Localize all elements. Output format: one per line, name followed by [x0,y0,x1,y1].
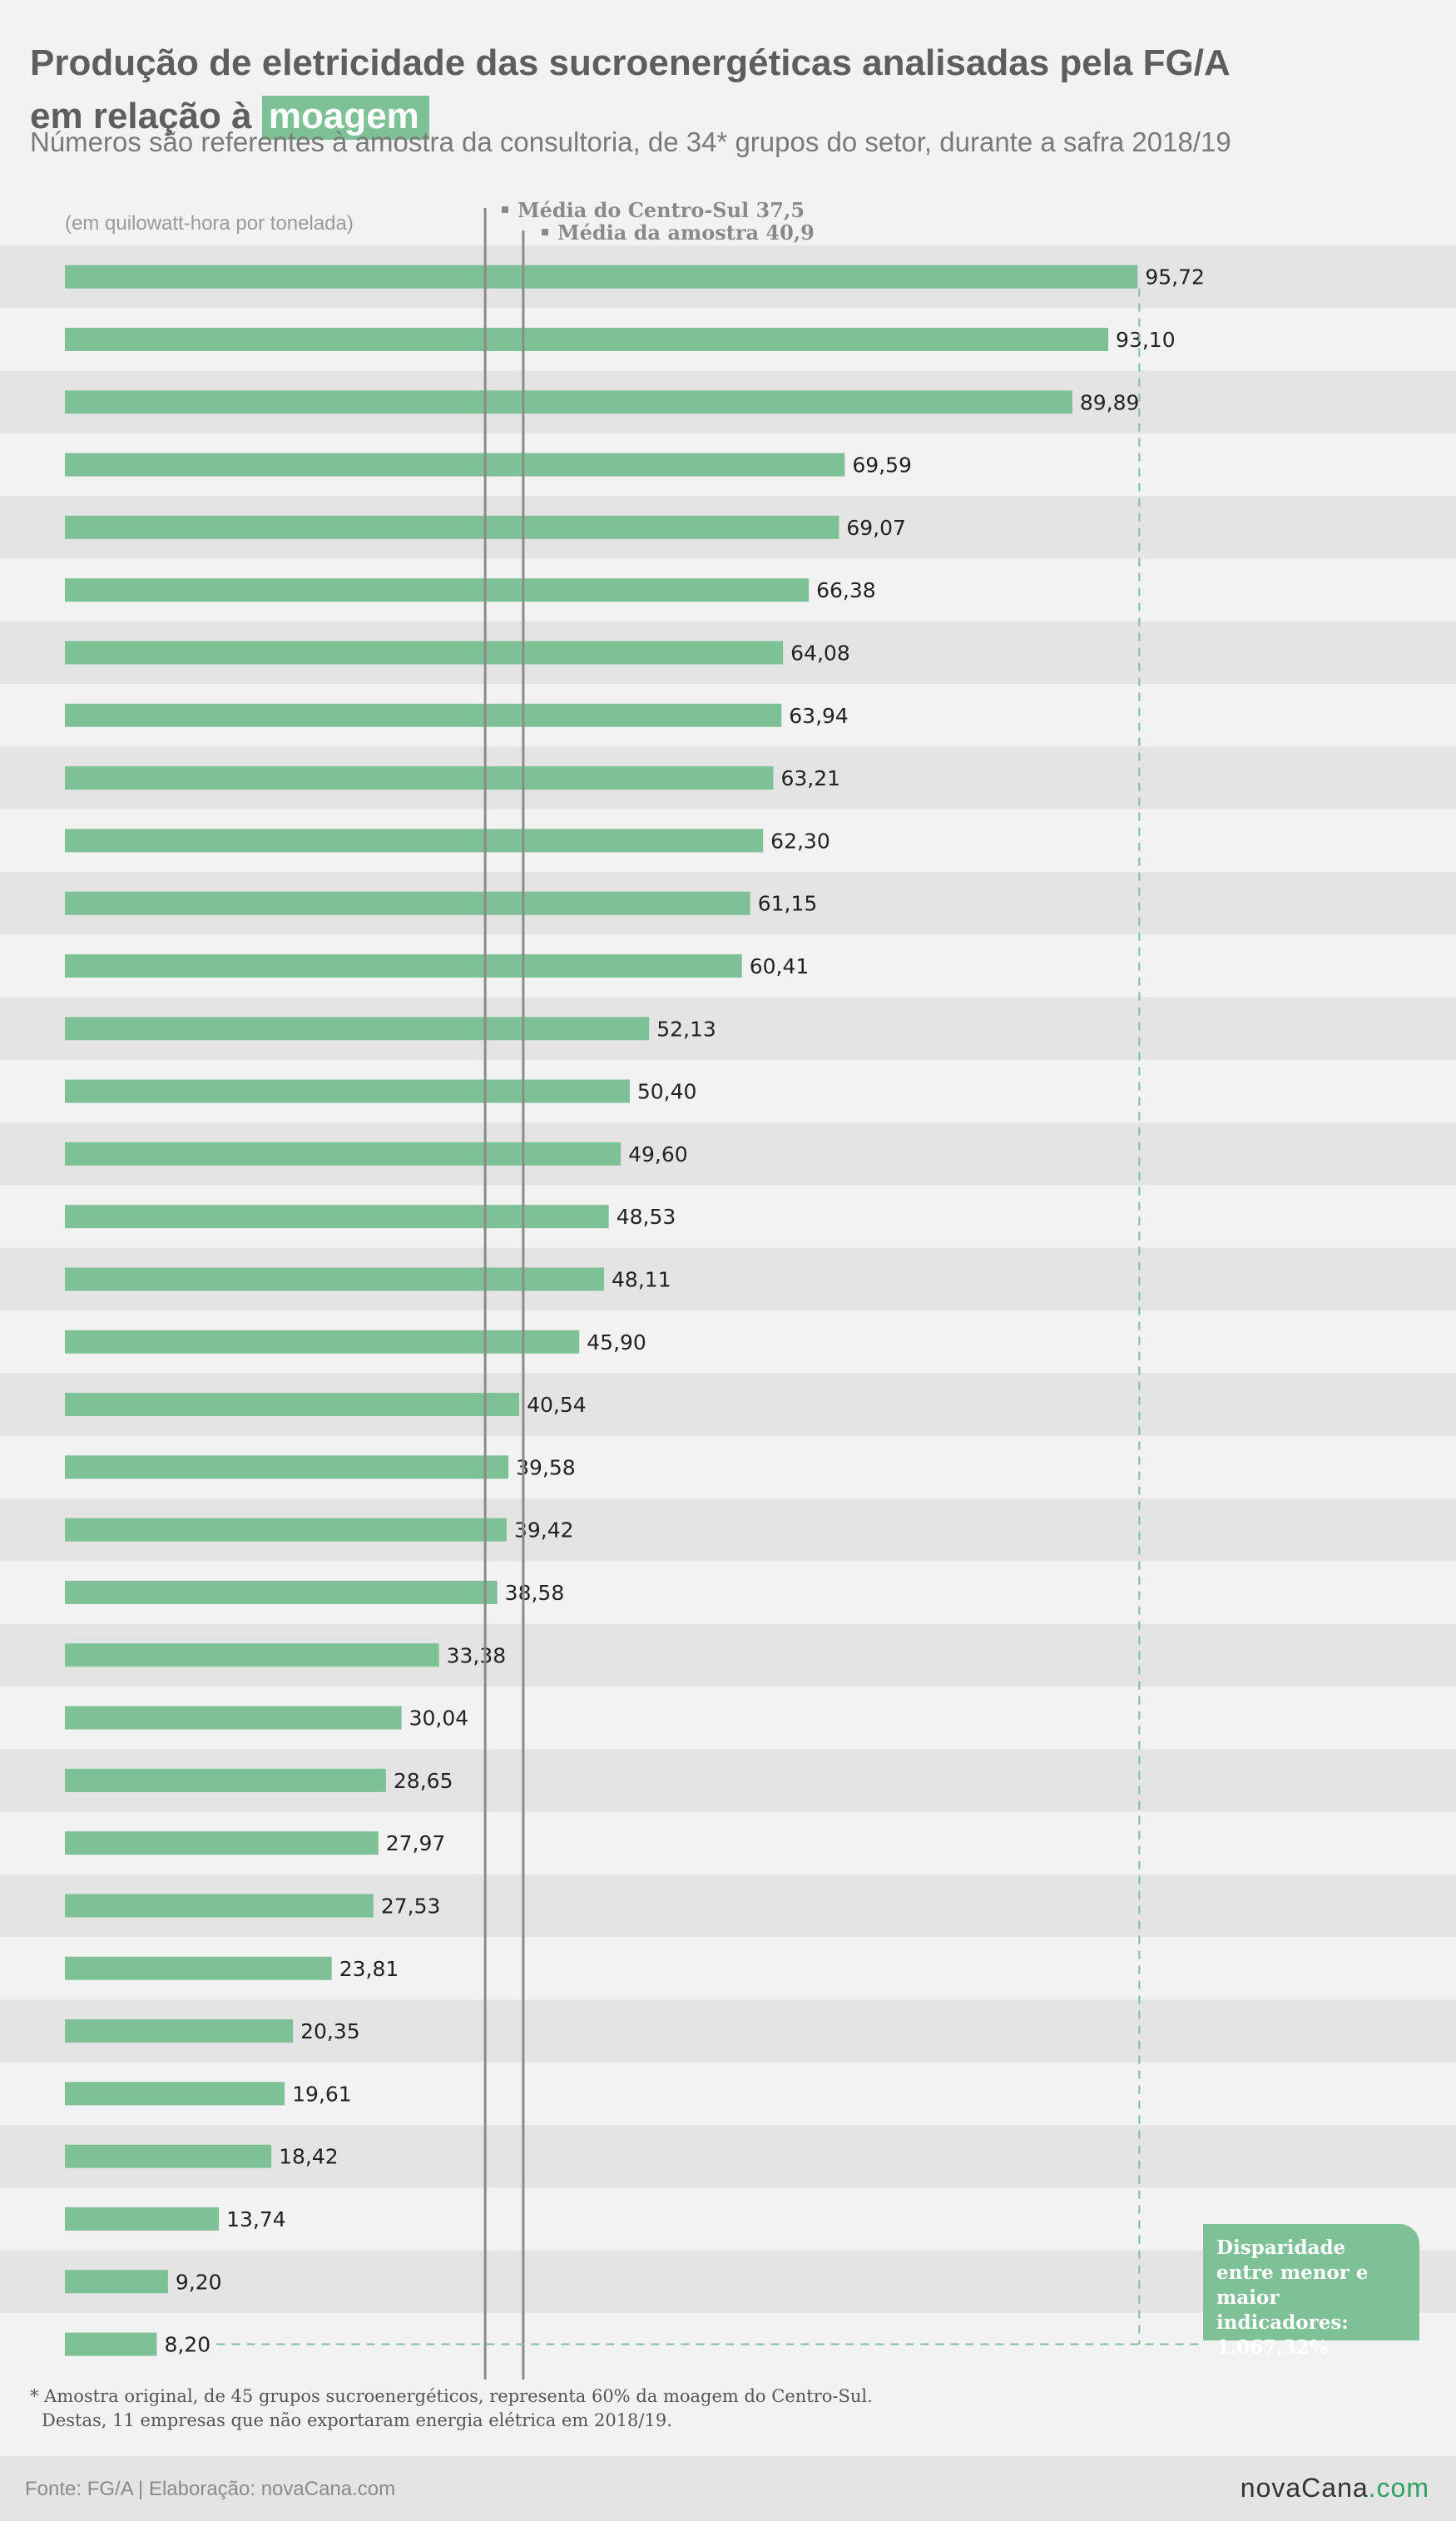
title-highlight: moagem [261,95,429,140]
bar [65,1706,402,1730]
bar-value-label: 63,21 [780,766,840,790]
bar-chart: 95,72 93,10 89,89 69,59 69,07 66,38 64,08 63,94… [0,208,1456,2380]
ref-label-amostra: Média da amostra 40,9 [557,220,815,245]
bar-value-label: 66,38 [816,578,876,602]
bar-value-label: 18,42 [279,2145,339,2169]
bar-value-label: 19,61 [292,2082,352,2106]
bar-value-label: 52,13 [656,1017,716,1041]
bar [65,1079,630,1103]
bar [65,390,1072,414]
bar-value-label: 48,53 [617,1205,676,1229]
title-prefix: em relação à [30,95,252,136]
bar [65,1142,622,1166]
ref-label-centro-sul: Média do Centro-Sul 37,5 [518,198,805,222]
bar [65,1330,580,1354]
bar [65,766,774,790]
bar-value-label: 93,10 [1116,328,1176,352]
bar [65,1580,498,1604]
bar-value-label: 61,15 [758,892,818,916]
bar [65,327,1109,351]
bar [65,1518,507,1542]
bar-value-label: 23,81 [339,1957,399,1981]
bar-value-label: 33,38 [447,1643,507,1667]
bar [65,2082,285,2106]
brand-main: novaCana [1240,2473,1369,2503]
bar-value-label: 8,20 [164,2333,210,2357]
chart-title: Produção de eletricidade das sucroenergé… [30,37,1428,143]
bar [65,641,784,665]
footnote-line-1: * Amostra original, de 45 grupos sucroen… [30,2386,873,2406]
bar-value-label: 63,94 [789,704,849,728]
bar-value-label: 39,58 [516,1455,576,1479]
brand-logo: novaCana.com [1241,2473,1429,2504]
bar [65,829,764,853]
bar-value-label: 89,89 [1080,390,1140,414]
bar-value-label: 62,30 [770,829,830,853]
unit-label: (em quilowatt-hora por tonelada) [65,212,354,235]
bar [65,2332,157,2356]
bar-value-label: 64,08 [790,641,850,665]
bar-value-label: 20,35 [300,2019,360,2043]
bar [65,1831,379,1855]
bar [65,1017,650,1041]
disparity-callout: Disparidade entre menor e maior indicado… [1203,2224,1419,2359]
title-line-1: Produção de eletricidade das sucroenergé… [30,42,1231,83]
bar [65,953,742,978]
bar [65,1267,605,1291]
bar [65,578,810,602]
bar [65,891,750,915]
footer-bar: Fonte: FG/A | Elaboração: novaCana.com n… [0,2456,1456,2521]
bar [65,265,1138,289]
bar-value-label: 45,90 [587,1330,646,1355]
bar [65,2144,272,2168]
bar [65,2206,220,2231]
bar-value-label: 28,65 [394,1769,453,1793]
bar-value-label: 48,11 [612,1267,671,1291]
bar-value-label: 27,53 [381,1894,441,1918]
chart-subtitle: Números são referentes à amostra da cons… [30,126,1231,157]
bar-value-label: 13,74 [226,2207,286,2231]
bar [65,1393,520,1417]
bar-value-label: 69,59 [852,453,912,478]
title-line-2: em relação à moagem [30,90,1428,143]
bar-value-label: 38,58 [505,1581,565,1605]
bar-value-label: 40,54 [527,1393,587,1417]
bar [65,515,839,539]
bar [65,1455,509,1479]
bar-value-label: 49,60 [628,1142,688,1166]
bar-value-label: 27,97 [386,1831,446,1855]
bar [65,2019,294,2043]
footnote-line-2: Destas, 11 empresas que não exportaram e… [42,2410,672,2431]
bar-value-label: 69,07 [846,516,906,540]
bar [65,1956,332,1980]
bar [65,1205,609,1229]
bar [65,1768,386,1792]
bar [65,453,845,477]
bar-value-label: 9,20 [176,2270,222,2294]
bar-value-label: 50,40 [637,1080,697,1104]
bar [65,1894,374,1918]
bar-value-label: 30,04 [409,1706,469,1731]
footnote: * Amostra original, de 45 grupos sucroen… [30,2385,1428,2434]
ref-marker-amostra [542,229,548,235]
source-text: Fonte: FG/A | Elaboração: novaCana.com [25,2478,396,2500]
brand-suffix: .com [1368,2473,1429,2503]
bar [65,1643,439,1667]
bar [65,2270,168,2294]
bar [65,703,782,727]
bar-value-label: 95,72 [1145,265,1205,290]
bar-value-label: 60,41 [750,954,810,978]
ref-marker-centro-sul [502,206,508,213]
